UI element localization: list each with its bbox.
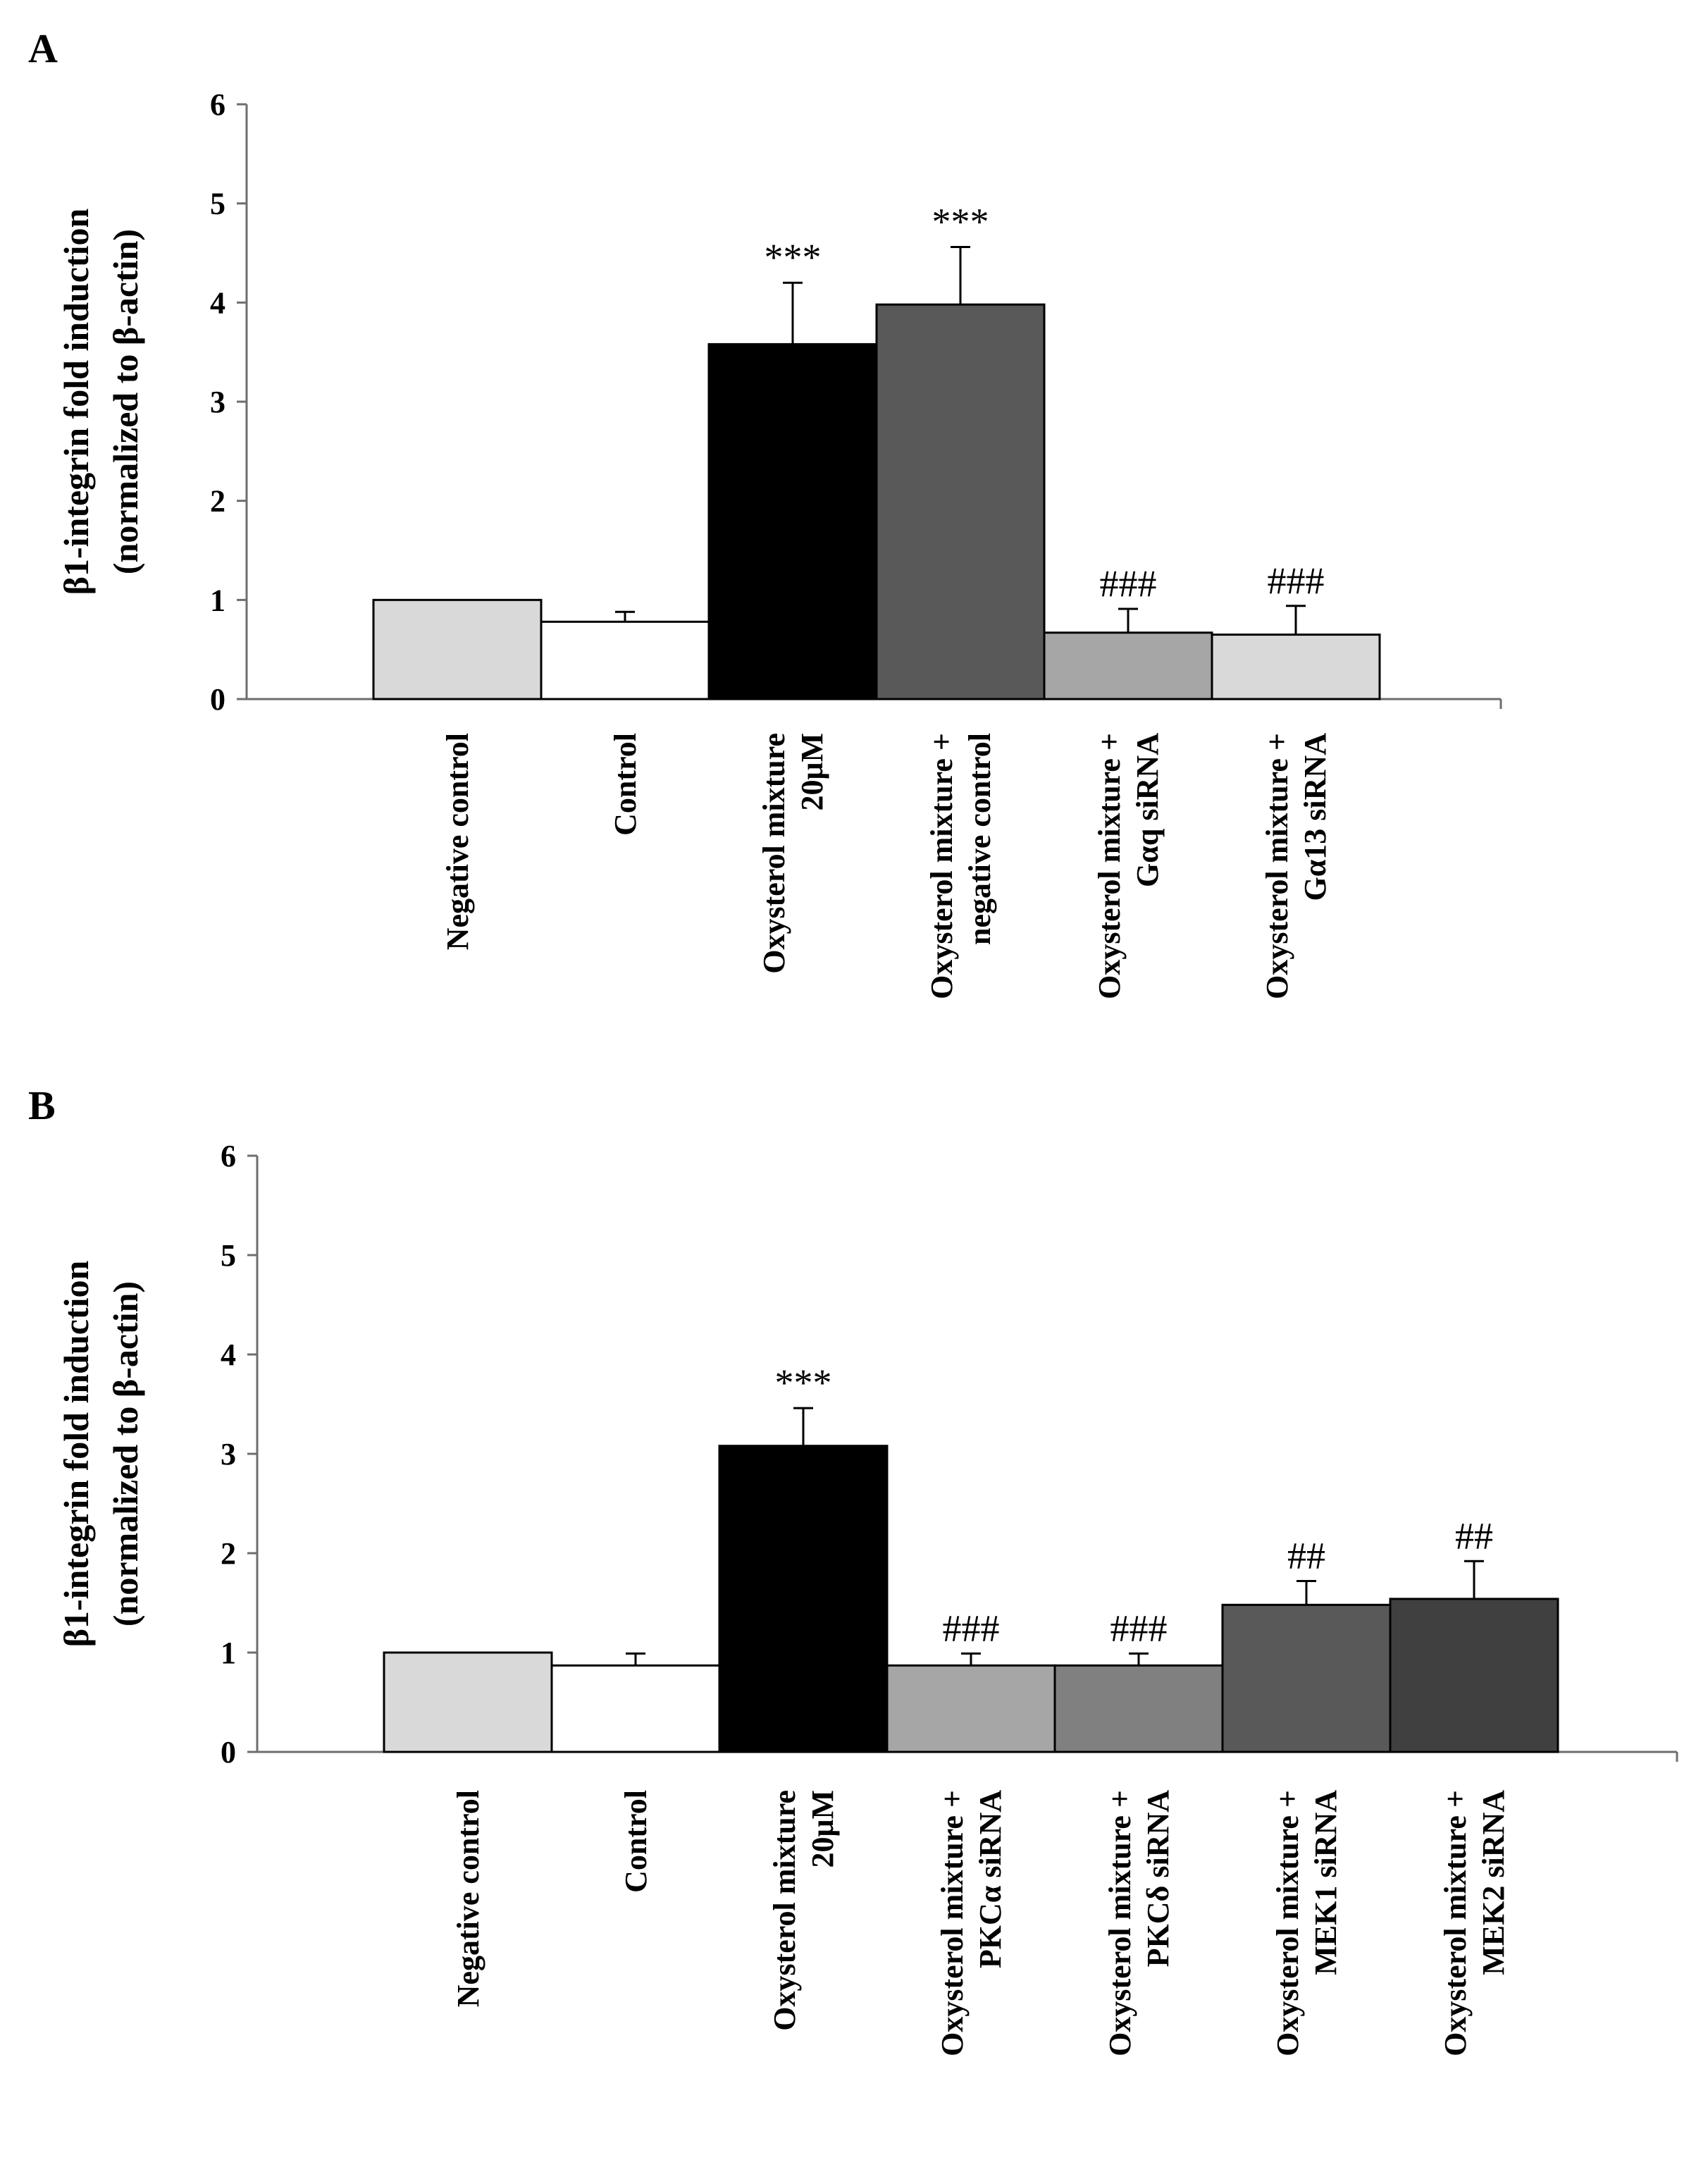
panel-b-ylabel-line-1: β1-integrin fold induction xyxy=(56,1260,96,1647)
panel-a-significance-label: ### xyxy=(1268,560,1325,602)
panel-a-ytick-label: 3 xyxy=(210,385,225,419)
panel-a-significance-label: ### xyxy=(1100,562,1157,605)
panel-a-ylabel-line-1: β1-integrin fold induction xyxy=(56,208,96,595)
panel-b-ytick-label: 0 xyxy=(221,1735,236,1770)
panel-a-category-label: Gαq siRNA xyxy=(1130,733,1165,887)
panel-a-ytick-label: 1 xyxy=(210,583,225,617)
panel-b-bar xyxy=(886,1664,1056,1753)
panel-b-bar xyxy=(1053,1664,1224,1753)
panel-b-significance-label: ## xyxy=(1287,1534,1325,1576)
panel-a-ytick-label: 2 xyxy=(210,484,225,519)
panel-a-category-label: Negative control xyxy=(440,733,475,950)
panel-a-chart: Aβ1-integrin fold induction (normalized t… xyxy=(28,25,1502,999)
panel-a-ytick-label: 5 xyxy=(210,187,225,221)
panel-a-significance-label: *** xyxy=(932,201,989,243)
panel-b-ytick-label: 5 xyxy=(221,1238,236,1273)
panel-b-category-label: Oxysterol mixture xyxy=(767,1790,802,2031)
panel-a-category-label: 20μM xyxy=(795,733,829,810)
panel-b-category-label: Control xyxy=(619,1790,653,1893)
panel-b-chart: Bβ1-integrin fold induction (normalized t… xyxy=(28,1082,1678,2056)
panel-b-bar xyxy=(718,1445,889,1753)
panel-a-category-label: Gα13 siRNA xyxy=(1298,733,1332,901)
panel-a-bar xyxy=(540,620,710,700)
panel-a-ytick-label: 4 xyxy=(210,285,225,320)
panel-b-letter: B xyxy=(28,1082,56,1128)
panel-a-ylabel-line-2: (normalized to β-actin) xyxy=(106,229,145,574)
panel-b-category-label: PKCδ siRNA xyxy=(1141,1790,1175,1968)
panel-a-bar xyxy=(1043,631,1213,700)
panel-a-letter: A xyxy=(28,25,58,71)
panel-b-bar xyxy=(550,1664,721,1753)
panel-b-category-label: MEK1 siRNA xyxy=(1308,1790,1343,1975)
panel-b-ytick-label: 1 xyxy=(221,1636,236,1670)
panel-b-ytick-label: 4 xyxy=(221,1338,236,1372)
panel-b-category-label: Oxysterol mixture + xyxy=(935,1790,970,2056)
panel-a-category-label: Oxysterol mixture + xyxy=(1092,733,1127,999)
panel-a-category-label: Control xyxy=(608,733,643,836)
panel-a-category-label: Oxysterol mixture + xyxy=(924,733,959,999)
panel-b-category-label: Oxysterol mixture + xyxy=(1103,1790,1137,2056)
panel-b-bar xyxy=(1221,1603,1392,1753)
panel-b-significance-label: *** xyxy=(775,1362,832,1404)
panel-b-category-label: Oxysterol mixture + xyxy=(1270,1790,1305,2056)
panel-b-ytick-label: 3 xyxy=(221,1437,236,1471)
panel-a-bar xyxy=(875,303,1046,700)
panel-b-category-label: Oxysterol mixture + xyxy=(1438,1790,1473,2056)
panel-a-category-label: negative control xyxy=(963,733,997,945)
panel-b-ylabel-line-2: (normalized to β-actin) xyxy=(106,1281,145,1626)
panel-b-bar xyxy=(1389,1598,1559,1753)
panel-b-significance-label: ### xyxy=(943,1607,1000,1649)
panel-a-significance-label: *** xyxy=(765,236,822,278)
panel-a-category-label: Oxysterol mixture xyxy=(757,733,791,974)
panel-b-category-label: PKCα siRNA xyxy=(973,1790,1008,1968)
panel-b-category-label: MEK2 siRNA xyxy=(1476,1790,1511,1975)
panel-a-ytick-label: 0 xyxy=(210,682,225,717)
panel-b-ytick-label: 6 xyxy=(221,1139,236,1173)
panel-b-ytick-label: 2 xyxy=(221,1536,236,1571)
panel-b-category-label: Negative control xyxy=(451,1790,485,2007)
panel-b-significance-label: ## xyxy=(1455,1514,1493,1557)
panel-a-ytick-label: 6 xyxy=(210,87,225,122)
panel-b-category-label: 20μM xyxy=(805,1790,840,1867)
panel-a-bar xyxy=(707,342,878,700)
panel-a-category-label: Oxysterol mixture + xyxy=(1260,733,1294,999)
panel-a-bar xyxy=(1211,634,1381,700)
panel-b-bar xyxy=(383,1651,553,1753)
panel-b-significance-label: ### xyxy=(1110,1607,1168,1649)
panel-a-bar xyxy=(372,598,543,700)
